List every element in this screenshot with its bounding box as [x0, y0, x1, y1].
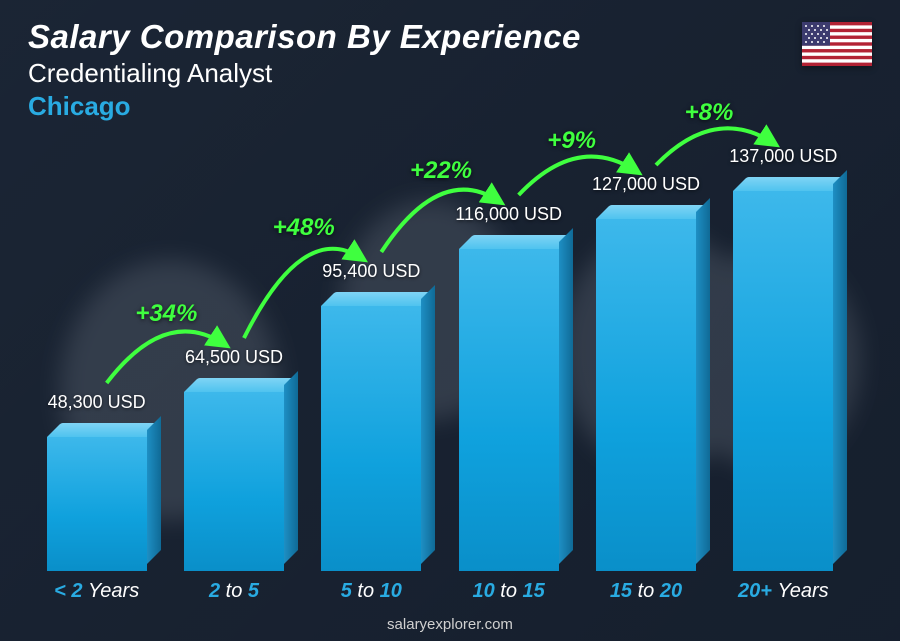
bar-side-face	[559, 228, 573, 564]
bar-value-label: 116,000 USD	[455, 204, 562, 225]
bar-side-face	[421, 285, 435, 564]
bar-group: 95,400 USD	[303, 140, 440, 571]
bar-value-label: 64,500 USD	[185, 347, 283, 368]
bar	[47, 423, 147, 571]
title-location: Chicago	[28, 91, 581, 122]
xaxis-label: 10 to 15	[440, 580, 577, 603]
bar-side-face	[284, 371, 298, 564]
bar-side-face	[696, 198, 710, 564]
bar-value-label: 48,300 USD	[48, 392, 146, 413]
bar-top-face	[459, 235, 573, 249]
xaxis-label: 2 to 5	[165, 580, 302, 603]
bar-front-face	[459, 249, 559, 571]
bars-container: 48,300 USD 64,500 USD 95,400 USD 116,000…	[28, 140, 852, 571]
bar-group: 48,300 USD	[28, 140, 165, 571]
bar-front-face	[596, 219, 696, 571]
bar-group: 127,000 USD	[577, 140, 714, 571]
bar-top-face	[47, 423, 161, 437]
bar-top-face	[733, 177, 847, 191]
bar	[321, 292, 421, 571]
bar-front-face	[47, 437, 147, 571]
bar	[596, 205, 696, 571]
xaxis-label: < 2 Years	[28, 580, 165, 603]
bar	[184, 378, 284, 571]
bar-value-label: 137,000 USD	[729, 146, 837, 167]
bar-value-label: 95,400 USD	[322, 261, 420, 282]
bar	[459, 235, 559, 571]
flag-icon	[802, 22, 872, 66]
chart-area: 48,300 USD 64,500 USD 95,400 USD 116,000…	[28, 140, 852, 571]
bar-side-face	[147, 416, 161, 564]
xaxis-label: 20+ Years	[715, 580, 852, 603]
title-subtitle: Credentialing Analyst	[28, 58, 581, 89]
header: Salary Comparison By Experience Credenti…	[28, 18, 581, 122]
xaxis: < 2 Years2 to 55 to 1010 to 1515 to 2020…	[28, 580, 852, 603]
title-main: Salary Comparison By Experience	[28, 18, 581, 56]
bar-top-face	[321, 292, 435, 306]
bar-side-face	[833, 170, 847, 564]
bar-front-face	[184, 392, 284, 571]
bar-value-label: 127,000 USD	[592, 174, 700, 195]
bar-front-face	[733, 191, 833, 571]
bar-top-face	[596, 205, 710, 219]
footer-attribution: salaryexplorer.com	[0, 616, 900, 633]
bar-group: 116,000 USD	[440, 140, 577, 571]
bar	[733, 177, 833, 571]
bar-group: 137,000 USD	[715, 140, 852, 571]
bar-group: 64,500 USD	[165, 140, 302, 571]
xaxis-label: 5 to 10	[303, 580, 440, 603]
xaxis-label: 15 to 20	[577, 580, 714, 603]
bar-top-face	[184, 378, 298, 392]
bar-front-face	[321, 306, 421, 571]
